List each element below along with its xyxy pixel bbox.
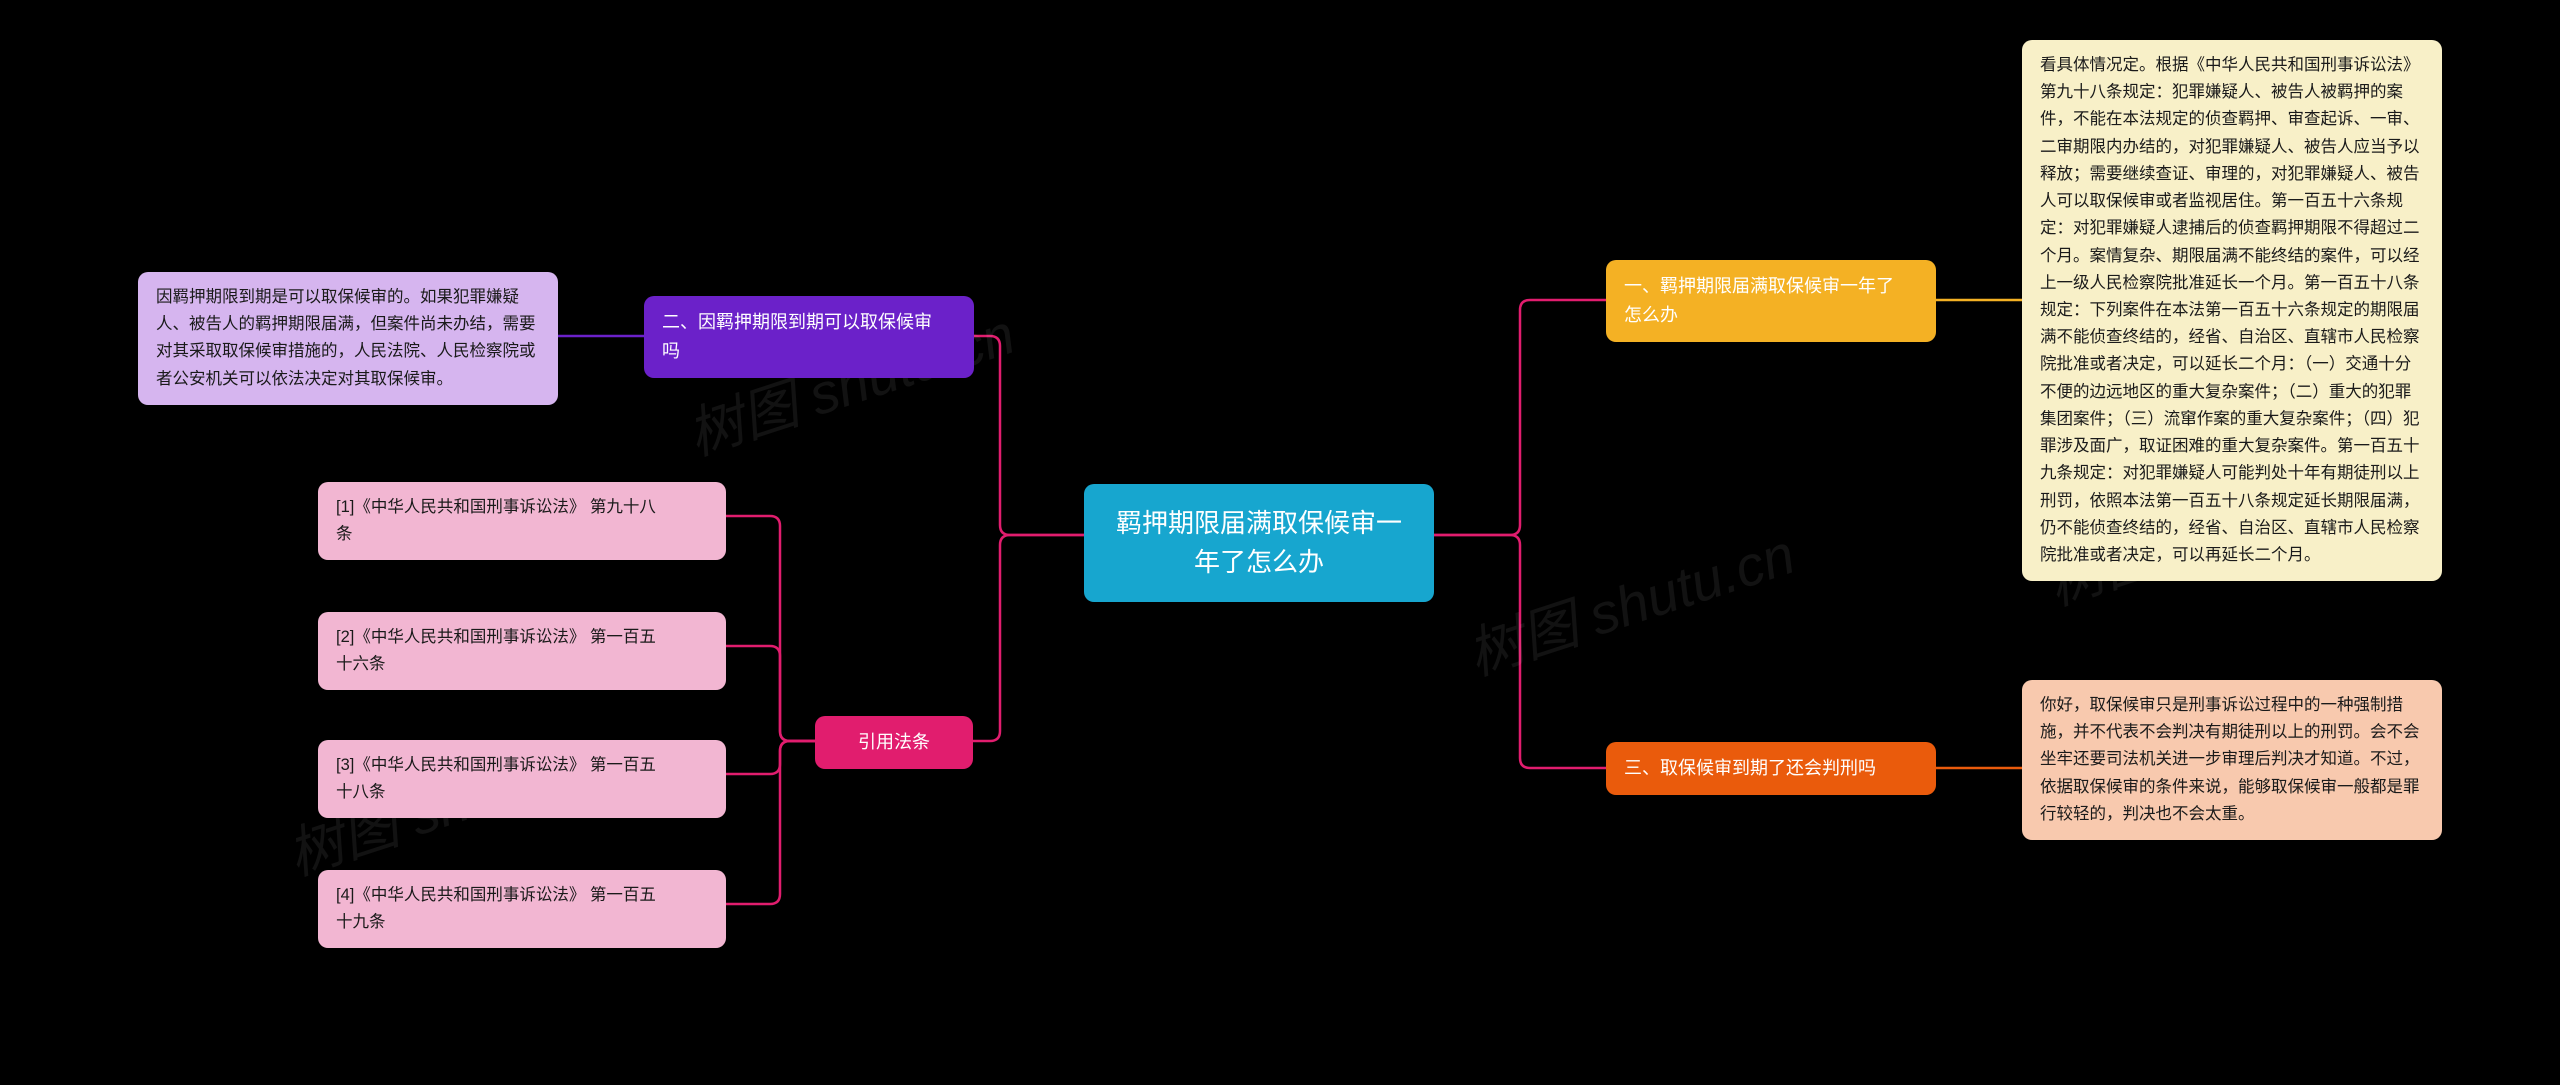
watermark: 树图 shutu.cn xyxy=(1456,510,1804,692)
branch-3-label: 三、取保候审到期了还会判刑吗 xyxy=(1624,758,1876,778)
branch-1-child-1[interactable]: 看具体情况定。根据《中华人民共和国刑事诉讼法》第九十八条规定：犯罪嫌疑人、被告人… xyxy=(2022,40,2442,581)
branch-4-label: 引用法条 xyxy=(858,732,930,752)
branch-4-child-4[interactable]: [4]《中华人民共和国刑事诉讼法》 第一百五十九条 xyxy=(318,870,726,948)
branch-2-label: 二、因羁押期限到期可以取保候审吗 xyxy=(662,312,932,361)
branch-1-label: 一、羁押期限届满取保候审一年了怎么办 xyxy=(1624,276,1894,325)
branch-1-child-1-text: 看具体情况定。根据《中华人民共和国刑事诉讼法》第九十八条规定：犯罪嫌疑人、被告人… xyxy=(2040,56,2420,564)
branch-1[interactable]: 一、羁押期限届满取保候审一年了怎么办 xyxy=(1606,260,1936,342)
center-text: 羁押期限届满取保候审一年了怎么办 xyxy=(1116,508,1402,577)
branch-4[interactable]: 引用法条 xyxy=(815,716,973,769)
branch-3[interactable]: 三、取保候审到期了还会判刑吗 xyxy=(1606,742,1936,795)
branch-4-child-3[interactable]: [3]《中华人民共和国刑事诉讼法》 第一百五十八条 xyxy=(318,740,726,818)
branch-4-child-1-text: [1]《中华人民共和国刑事诉讼法》 第九十八条 xyxy=(336,498,656,543)
branch-4-child-2[interactable]: [2]《中华人民共和国刑事诉讼法》 第一百五十六条 xyxy=(318,612,726,690)
branch-4-child-1[interactable]: [1]《中华人民共和国刑事诉讼法》 第九十八条 xyxy=(318,482,726,560)
branch-2[interactable]: 二、因羁押期限到期可以取保候审吗 xyxy=(644,296,974,378)
branch-3-child-1-text: 你好，取保候审只是刑事诉讼过程中的一种强制措施，并不代表不会判决有期徒刑以上的刑… xyxy=(2040,696,2420,823)
branch-2-child-1[interactable]: 因羁押期限到期是可以取保候审的。如果犯罪嫌疑人、被告人的羁押期限届满，但案件尚未… xyxy=(138,272,558,405)
branch-3-child-1[interactable]: 你好，取保候审只是刑事诉讼过程中的一种强制措施，并不代表不会判决有期徒刑以上的刑… xyxy=(2022,680,2442,840)
branch-4-child-3-text: [3]《中华人民共和国刑事诉讼法》 第一百五十八条 xyxy=(336,756,656,801)
branch-4-child-2-text: [2]《中华人民共和国刑事诉讼法》 第一百五十六条 xyxy=(336,628,656,673)
branch-4-child-4-text: [4]《中华人民共和国刑事诉讼法》 第一百五十九条 xyxy=(336,886,656,931)
center-node[interactable]: 羁押期限届满取保候审一年了怎么办 xyxy=(1084,484,1434,602)
branch-2-child-1-text: 因羁押期限到期是可以取保候审的。如果犯罪嫌疑人、被告人的羁押期限届满，但案件尚未… xyxy=(156,288,536,388)
